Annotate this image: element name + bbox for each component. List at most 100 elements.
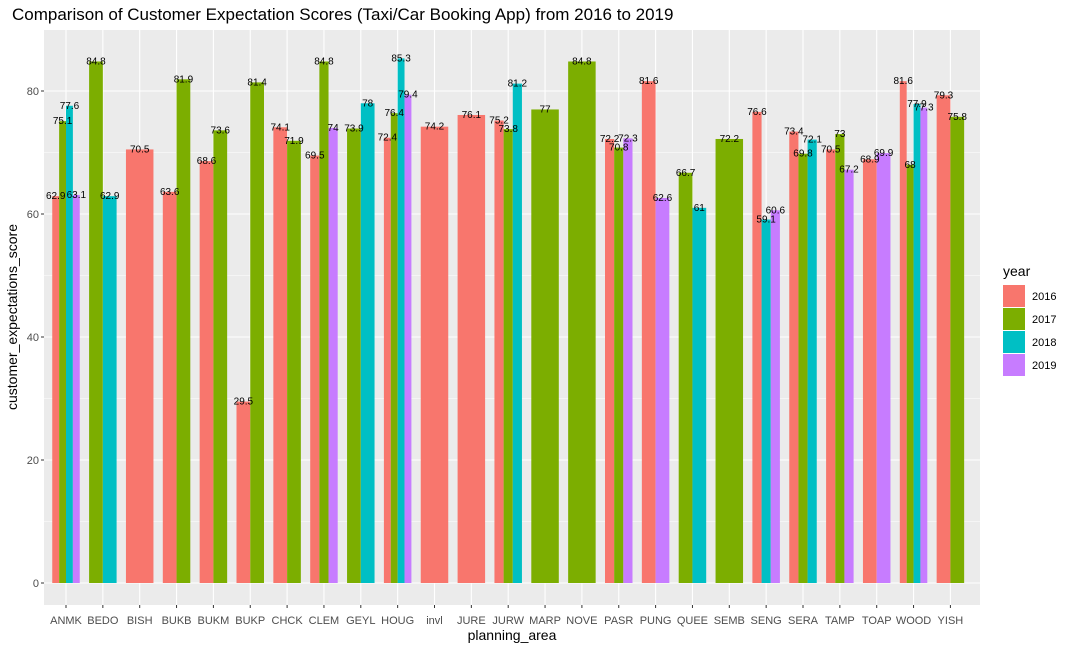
data-label: 84.8 bbox=[314, 56, 334, 67]
x-tick-label: ANMK bbox=[50, 615, 82, 627]
data-label: 79.3 bbox=[934, 90, 954, 101]
bar-BUKP-2016 bbox=[236, 401, 251, 583]
bar-YISH-2017 bbox=[950, 116, 965, 583]
bar-WOOD-2017 bbox=[906, 164, 914, 584]
data-label: 68 bbox=[905, 160, 917, 171]
y-tick-label: 20 bbox=[27, 455, 39, 467]
x-tick-label: JURW bbox=[492, 615, 524, 627]
data-label: 61 bbox=[694, 203, 706, 214]
data-label: 62.9 bbox=[100, 191, 120, 202]
bar-HOUG-2017 bbox=[390, 113, 398, 583]
x-tick-label: BUKB bbox=[162, 615, 192, 627]
data-label: 75.8 bbox=[948, 112, 968, 123]
data-label: 76.1 bbox=[462, 110, 482, 121]
bar-GEYL-2018 bbox=[360, 103, 375, 584]
bar-NOVE-2017 bbox=[568, 61, 596, 584]
chart-title: Comparison of Customer Expectation Score… bbox=[12, 5, 673, 24]
bar-TAMP-2017 bbox=[835, 134, 845, 584]
x-tick-label: YISH bbox=[938, 615, 964, 627]
data-label: 81.6 bbox=[639, 76, 659, 87]
data-label: 84.8 bbox=[86, 56, 106, 67]
bar-CHCK-2016 bbox=[273, 127, 288, 583]
bar-HOUG-2018 bbox=[397, 58, 405, 583]
data-label: 69.5 bbox=[305, 151, 325, 162]
bar-TOAP-2016 bbox=[862, 159, 877, 583]
bar-WOOD-2016 bbox=[899, 81, 907, 583]
x-tick-label: QUEE bbox=[677, 615, 708, 627]
y-axis-title: customer_expectations_score bbox=[4, 224, 20, 410]
bar-QUEE-2018 bbox=[692, 207, 707, 583]
bar-TOAP-2019 bbox=[876, 153, 891, 584]
data-label: 75.1 bbox=[53, 116, 73, 127]
x-tick-label: GEYL bbox=[346, 615, 375, 627]
x-tick-label: JURE bbox=[457, 615, 486, 627]
legend-label: 2018 bbox=[1032, 337, 1056, 349]
bar-YISH-2016 bbox=[936, 95, 951, 584]
bar-BEDO-2018 bbox=[102, 196, 117, 584]
bar-SENG-2019 bbox=[770, 210, 780, 583]
data-label: 77.6 bbox=[60, 101, 80, 112]
bar-SERA-2018 bbox=[807, 139, 817, 583]
x-tick-label: PASR bbox=[604, 615, 633, 627]
bar-SERA-2017 bbox=[798, 153, 808, 584]
data-labels-layer: 62.9 75.1 77.6 63.1 84.8 62.9 70.5 63.6 81.9 68.6… bbox=[46, 53, 967, 407]
data-label: 69.9 bbox=[874, 148, 894, 159]
bar-HOUG-2019 bbox=[404, 94, 412, 583]
y-tick-label: 60 bbox=[27, 209, 39, 221]
bar-CHCK-2017 bbox=[287, 140, 301, 583]
data-label: 77 bbox=[539, 104, 551, 115]
x-tick-label: TAMP bbox=[825, 615, 855, 627]
bar-ANMK-2017 bbox=[59, 121, 66, 583]
x-tick-label: HOUG bbox=[381, 615, 414, 627]
bar-WOOD-2019 bbox=[920, 107, 928, 583]
x-tick-label: PUNG bbox=[640, 615, 672, 627]
bar-GEYL-2017 bbox=[347, 128, 361, 583]
bar-BISH-2016 bbox=[125, 149, 154, 584]
data-label: 72.4 bbox=[378, 133, 398, 144]
bar-BUKB-2016 bbox=[162, 191, 177, 584]
bar-JURW-2017 bbox=[503, 129, 513, 583]
x-tick-label: TOAP bbox=[862, 615, 892, 627]
bar-JURW-2016 bbox=[494, 120, 504, 584]
bar-PASR-2016 bbox=[605, 138, 615, 583]
bar-ANMK-2019 bbox=[72, 194, 80, 583]
data-label: 81.2 bbox=[508, 79, 528, 90]
bar-SENG-2016 bbox=[752, 111, 762, 583]
data-label: 59.1 bbox=[756, 215, 776, 226]
data-label: 68.9 bbox=[860, 154, 880, 165]
data-label: 60.6 bbox=[766, 205, 786, 216]
axes-layer: 0 20 40 60 80 ANMK BEDO BISH BUKB BUKM BUKP CHCK CLE… bbox=[27, 86, 964, 627]
data-label: 77.9 bbox=[907, 99, 927, 110]
data-label: 62.6 bbox=[653, 193, 673, 204]
data-label: 66.7 bbox=[676, 168, 696, 179]
data-label: 70.8 bbox=[609, 143, 629, 154]
legend-label: 2016 bbox=[1032, 291, 1056, 303]
data-label: 79.4 bbox=[398, 90, 418, 101]
data-label: 76.6 bbox=[747, 107, 767, 118]
data-label: 73.9 bbox=[344, 124, 364, 135]
bars-layer bbox=[52, 58, 965, 584]
bar-PASR-2019 bbox=[623, 138, 633, 584]
legend: year 2016 2017 2018 2019 bbox=[1003, 263, 1056, 376]
bar-TAMP-2019 bbox=[844, 169, 854, 583]
bar-invl-2016 bbox=[420, 126, 449, 584]
data-label: 62.9 bbox=[46, 191, 66, 202]
data-label: 68.6 bbox=[197, 156, 217, 167]
x-tick-label: invl bbox=[426, 615, 443, 627]
data-label: 81.6 bbox=[894, 76, 914, 87]
data-label: 73.6 bbox=[211, 125, 231, 136]
x-tick-label: MARP bbox=[529, 615, 561, 627]
bar-PUNG-2016 bbox=[641, 81, 656, 583]
data-label: 72.1 bbox=[802, 135, 822, 146]
data-label: 85.3 bbox=[391, 53, 411, 64]
data-label: 76.4 bbox=[384, 108, 404, 119]
x-tick-label: SERA bbox=[788, 615, 819, 627]
x-tick-label: CLEM bbox=[309, 615, 340, 627]
bar-SENG-2018 bbox=[761, 219, 771, 583]
bar-QUEE-2017 bbox=[678, 172, 693, 584]
data-label: 73 bbox=[834, 129, 846, 140]
data-label: 63.6 bbox=[160, 187, 180, 198]
data-label: 72.3 bbox=[618, 133, 638, 144]
